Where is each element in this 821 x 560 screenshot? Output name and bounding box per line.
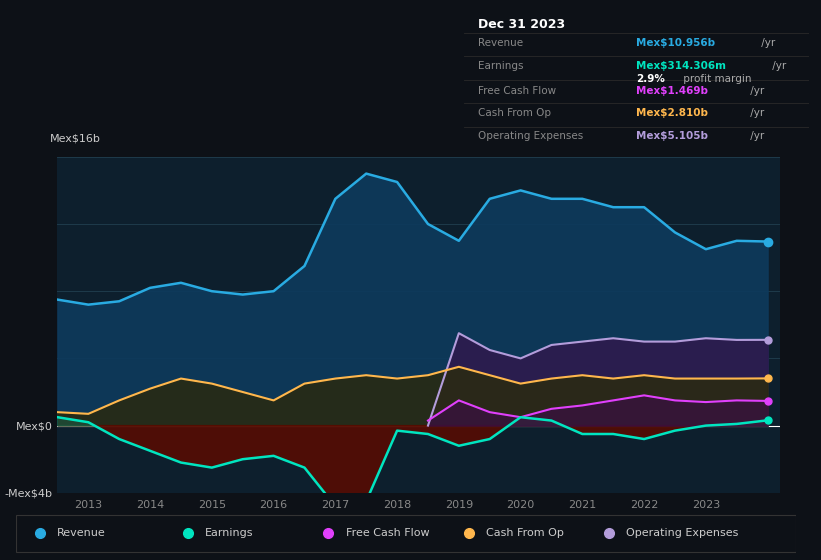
- Text: profit margin: profit margin: [681, 74, 752, 84]
- Text: Mex$5.105b: Mex$5.105b: [636, 131, 709, 141]
- Text: Dec 31 2023: Dec 31 2023: [478, 18, 565, 31]
- Text: Earnings: Earnings: [478, 61, 523, 71]
- Text: Revenue: Revenue: [57, 529, 106, 538]
- Text: Revenue: Revenue: [478, 39, 523, 48]
- Text: Mex$16b: Mex$16b: [50, 133, 101, 143]
- Text: Mex$10.956b: Mex$10.956b: [636, 39, 715, 48]
- Text: Operating Expenses: Operating Expenses: [478, 131, 583, 141]
- Text: Mex$2.810b: Mex$2.810b: [636, 109, 709, 118]
- Text: /yr: /yr: [746, 86, 764, 96]
- Text: /yr: /yr: [758, 39, 775, 48]
- Text: /yr: /yr: [746, 109, 764, 118]
- Text: Operating Expenses: Operating Expenses: [626, 529, 739, 538]
- Text: Mex$1.469b: Mex$1.469b: [636, 86, 709, 96]
- Text: Cash From Op: Cash From Op: [486, 529, 564, 538]
- Text: /yr: /yr: [768, 61, 786, 71]
- Text: 2.9%: 2.9%: [636, 74, 665, 84]
- Text: Earnings: Earnings: [205, 529, 254, 538]
- Text: Mex$314.306m: Mex$314.306m: [636, 61, 727, 71]
- Text: Free Cash Flow: Free Cash Flow: [478, 86, 556, 96]
- Text: Free Cash Flow: Free Cash Flow: [346, 529, 429, 538]
- Text: /yr: /yr: [746, 131, 764, 141]
- Text: Cash From Op: Cash From Op: [478, 109, 551, 118]
